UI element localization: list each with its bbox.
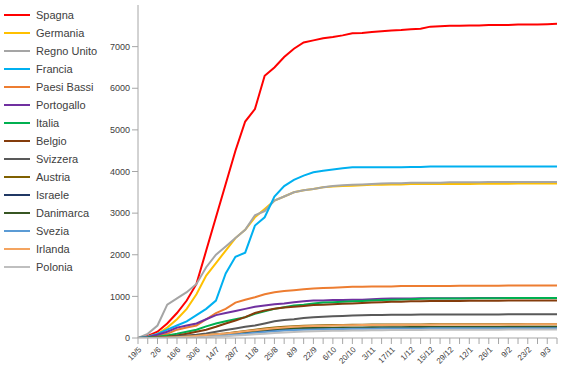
svg-text:15/12: 15/12: [415, 345, 436, 366]
svg-text:7000: 7000: [110, 42, 130, 52]
svg-text:17/11: 17/11: [377, 345, 397, 365]
html-text:Irlanda: Irlanda: [36, 243, 70, 255]
svg-text:11/8: 11/8: [243, 345, 260, 362]
html-text:Austria: Austria: [36, 171, 71, 183]
svg-text:1/12: 1/12: [399, 345, 417, 363]
svg-text:3000: 3000: [110, 208, 130, 218]
html-text:Paesi Bassi: Paesi Bassi: [36, 81, 94, 93]
svg-text:26/1: 26/1: [477, 345, 495, 363]
svg-text:3/11: 3/11: [360, 345, 377, 362]
svg-text:14/7: 14/7: [204, 345, 222, 363]
svg-text:30/6: 30/6: [185, 345, 203, 363]
svg-text:22/9: 22/9: [301, 345, 319, 363]
html-text:Spagna: Spagna: [36, 9, 74, 21]
svg-text:4000: 4000: [110, 167, 130, 177]
html-text:Francia: Francia: [36, 63, 73, 75]
html-text:Italia: Italia: [36, 117, 60, 129]
svg-text:6000: 6000: [110, 83, 130, 93]
html-text:Belgio: Belgio: [36, 135, 67, 147]
html-text:Polonia: Polonia: [36, 261, 73, 273]
svg-text:5000: 5000: [110, 125, 130, 135]
html-text:Svezia: Svezia: [36, 225, 69, 237]
svg-text:9/2: 9/2: [499, 345, 514, 360]
html-text:Svizzera: Svizzera: [36, 153, 79, 165]
svg-text:6/10: 6/10: [321, 345, 339, 363]
svg-text:16/6: 16/6: [165, 345, 183, 363]
svg-text:8/9: 8/9: [285, 345, 300, 360]
html-text:Germania: Germania: [36, 27, 85, 39]
svg-text:9/3: 9/3: [538, 345, 553, 360]
svg-text:1000: 1000: [110, 292, 130, 302]
svg-text:28/7: 28/7: [223, 345, 241, 363]
svg-text:23/2: 23/2: [516, 345, 534, 363]
svg-text:0: 0: [125, 333, 130, 343]
svg-text:25/8: 25/8: [262, 345, 280, 363]
svg-text:12/1: 12/1: [457, 345, 475, 363]
svg-text:2/6: 2/6: [149, 345, 164, 360]
html-text:Danimarca: Danimarca: [36, 207, 90, 219]
svg-text:19/5: 19/5: [126, 345, 144, 363]
html-text:Regno Unito: Regno Unito: [36, 45, 98, 57]
svg-text:2000: 2000: [110, 250, 130, 260]
html-text:Israele: Israele: [36, 189, 69, 201]
svg-text:20/10: 20/10: [337, 345, 358, 366]
html-text:Portogallo: Portogallo: [36, 99, 86, 111]
svg-text:29/12: 29/12: [435, 345, 456, 366]
